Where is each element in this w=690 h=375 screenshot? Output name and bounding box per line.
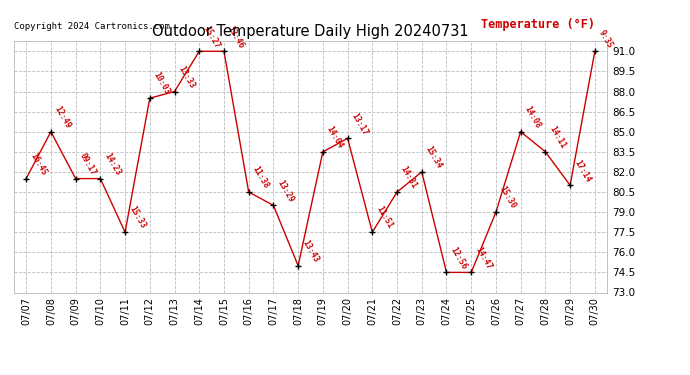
Text: 13:17: 13:17 [350,111,370,137]
Text: 14:31: 14:31 [399,165,419,190]
Text: Temperature (°F): Temperature (°F) [482,18,595,31]
Text: 14:11: 14:11 [547,124,567,150]
Text: 13:33: 13:33 [177,64,197,90]
Text: 14:04: 14:04 [325,124,345,150]
Text: 12:56: 12:56 [448,245,469,271]
Text: 9:35: 9:35 [597,28,614,50]
Text: 13:29: 13:29 [275,178,295,204]
Text: 15:30: 15:30 [498,185,518,210]
Text: 15:27: 15:27 [201,24,221,50]
Text: Copyright 2024 Cartronics.com: Copyright 2024 Cartronics.com [14,22,170,31]
Text: 14:08: 14:08 [522,105,542,130]
Text: 16:45: 16:45 [28,152,48,177]
Text: 15:34: 15:34 [424,145,444,170]
Text: 11:38: 11:38 [250,165,270,190]
Text: 14:47: 14:47 [473,245,493,271]
Text: 13:46: 13:46 [226,24,246,50]
Text: 11:51: 11:51 [374,205,394,231]
Text: 13:43: 13:43 [300,238,320,264]
Text: 10:03: 10:03 [152,71,172,97]
Title: Outdoor Temperature Daily High 20240731: Outdoor Temperature Daily High 20240731 [152,24,469,39]
Text: 17:14: 17:14 [572,158,592,184]
Text: 15:33: 15:33 [127,205,147,231]
Text: 09:17: 09:17 [77,152,97,177]
Text: 12:49: 12:49 [53,105,73,130]
Text: 14:23: 14:23 [102,152,122,177]
